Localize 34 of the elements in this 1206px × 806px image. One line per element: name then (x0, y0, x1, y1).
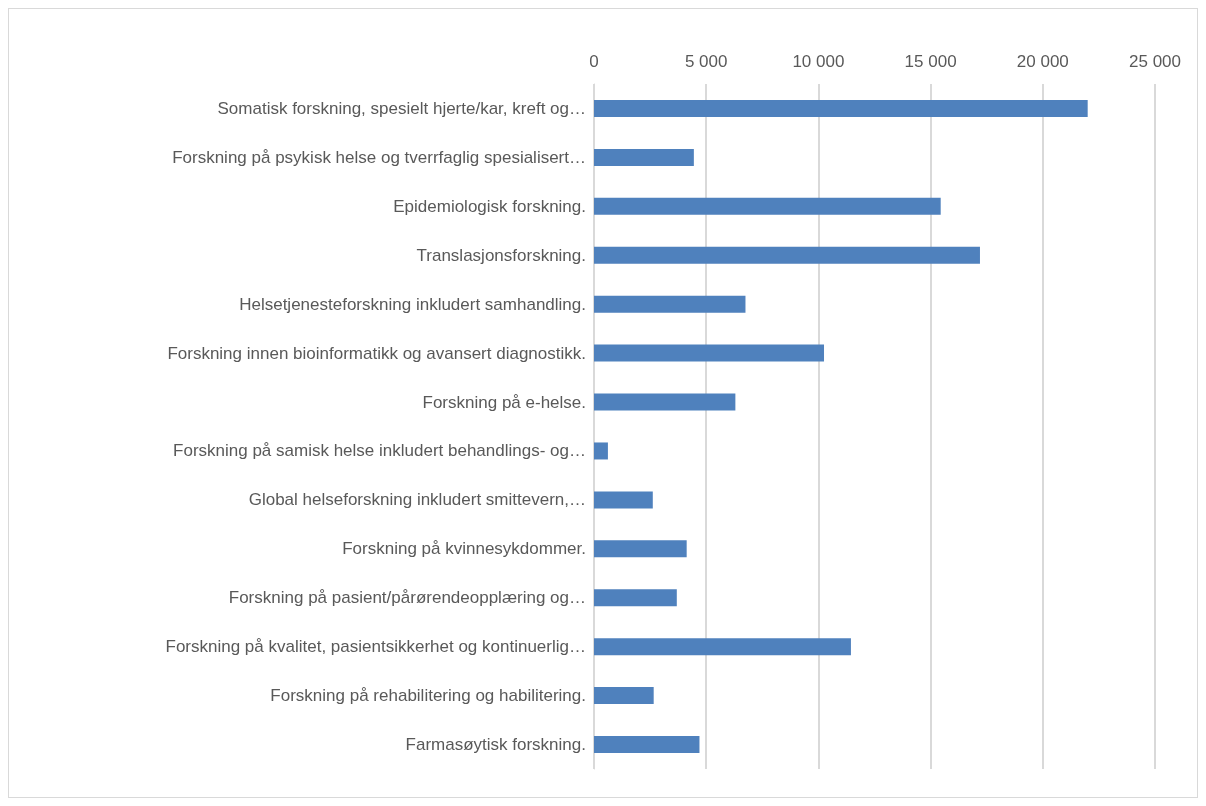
x-tick-label: 0 (589, 52, 599, 71)
x-tick-label: 20 000 (1016, 52, 1069, 71)
bar (594, 393, 736, 411)
bar (594, 344, 825, 362)
y-tick-label: Global helseforskning inkludert smittevern,… (248, 490, 586, 510)
y-tick-label: Forskning på kvinnesykdommer. (342, 539, 586, 559)
bar (594, 246, 980, 264)
bar (594, 197, 941, 215)
bar (594, 491, 653, 509)
y-tick-label: Forskning på samisk helse inkludert behandlings- og… (173, 441, 586, 461)
bar (594, 687, 654, 705)
y-tick-label: Forskning på e-helse. (422, 392, 586, 412)
bar (594, 442, 608, 460)
x-tick-label: 25 000 (1129, 52, 1181, 71)
y-tick-label: Translasjonsforskning. (416, 245, 586, 265)
x-tick-label: 5 000 (684, 52, 728, 71)
y-tick-label: Forskning innen bioinformatikk og avansert diagnostikk. (167, 343, 586, 363)
y-tick-label: Forskning på rehabilitering og habilitering. (270, 686, 586, 706)
bar (594, 540, 687, 558)
y-tick-label: Forskning på pasient/pårørendeopplæring og… (228, 588, 586, 608)
x-tick-label: 15 000 (904, 52, 957, 71)
y-tick-label: Farmasøytisk forskning. (405, 735, 586, 755)
y-tick-label: Forskning på kvalitet, pasientsikkerhet og kontinuerlig… (165, 637, 586, 657)
y-tick-label: Helsetjenesteforskning inkludert samhandling. (239, 294, 586, 314)
x-tick-label: 10 000 (792, 52, 845, 71)
bar (594, 589, 677, 607)
bar (594, 148, 694, 166)
y-tick-label: Epidemiologisk forskning. (393, 196, 586, 216)
bar (594, 736, 700, 754)
bar (594, 99, 1088, 117)
bar (594, 638, 851, 656)
y-tick-label: Somatisk forskning, spesielt hjerte/kar, kreft og… (217, 98, 586, 118)
bar (594, 295, 746, 313)
y-tick-label: Forskning på psykisk helse og tverrfaglig spesialisert… (172, 147, 586, 167)
